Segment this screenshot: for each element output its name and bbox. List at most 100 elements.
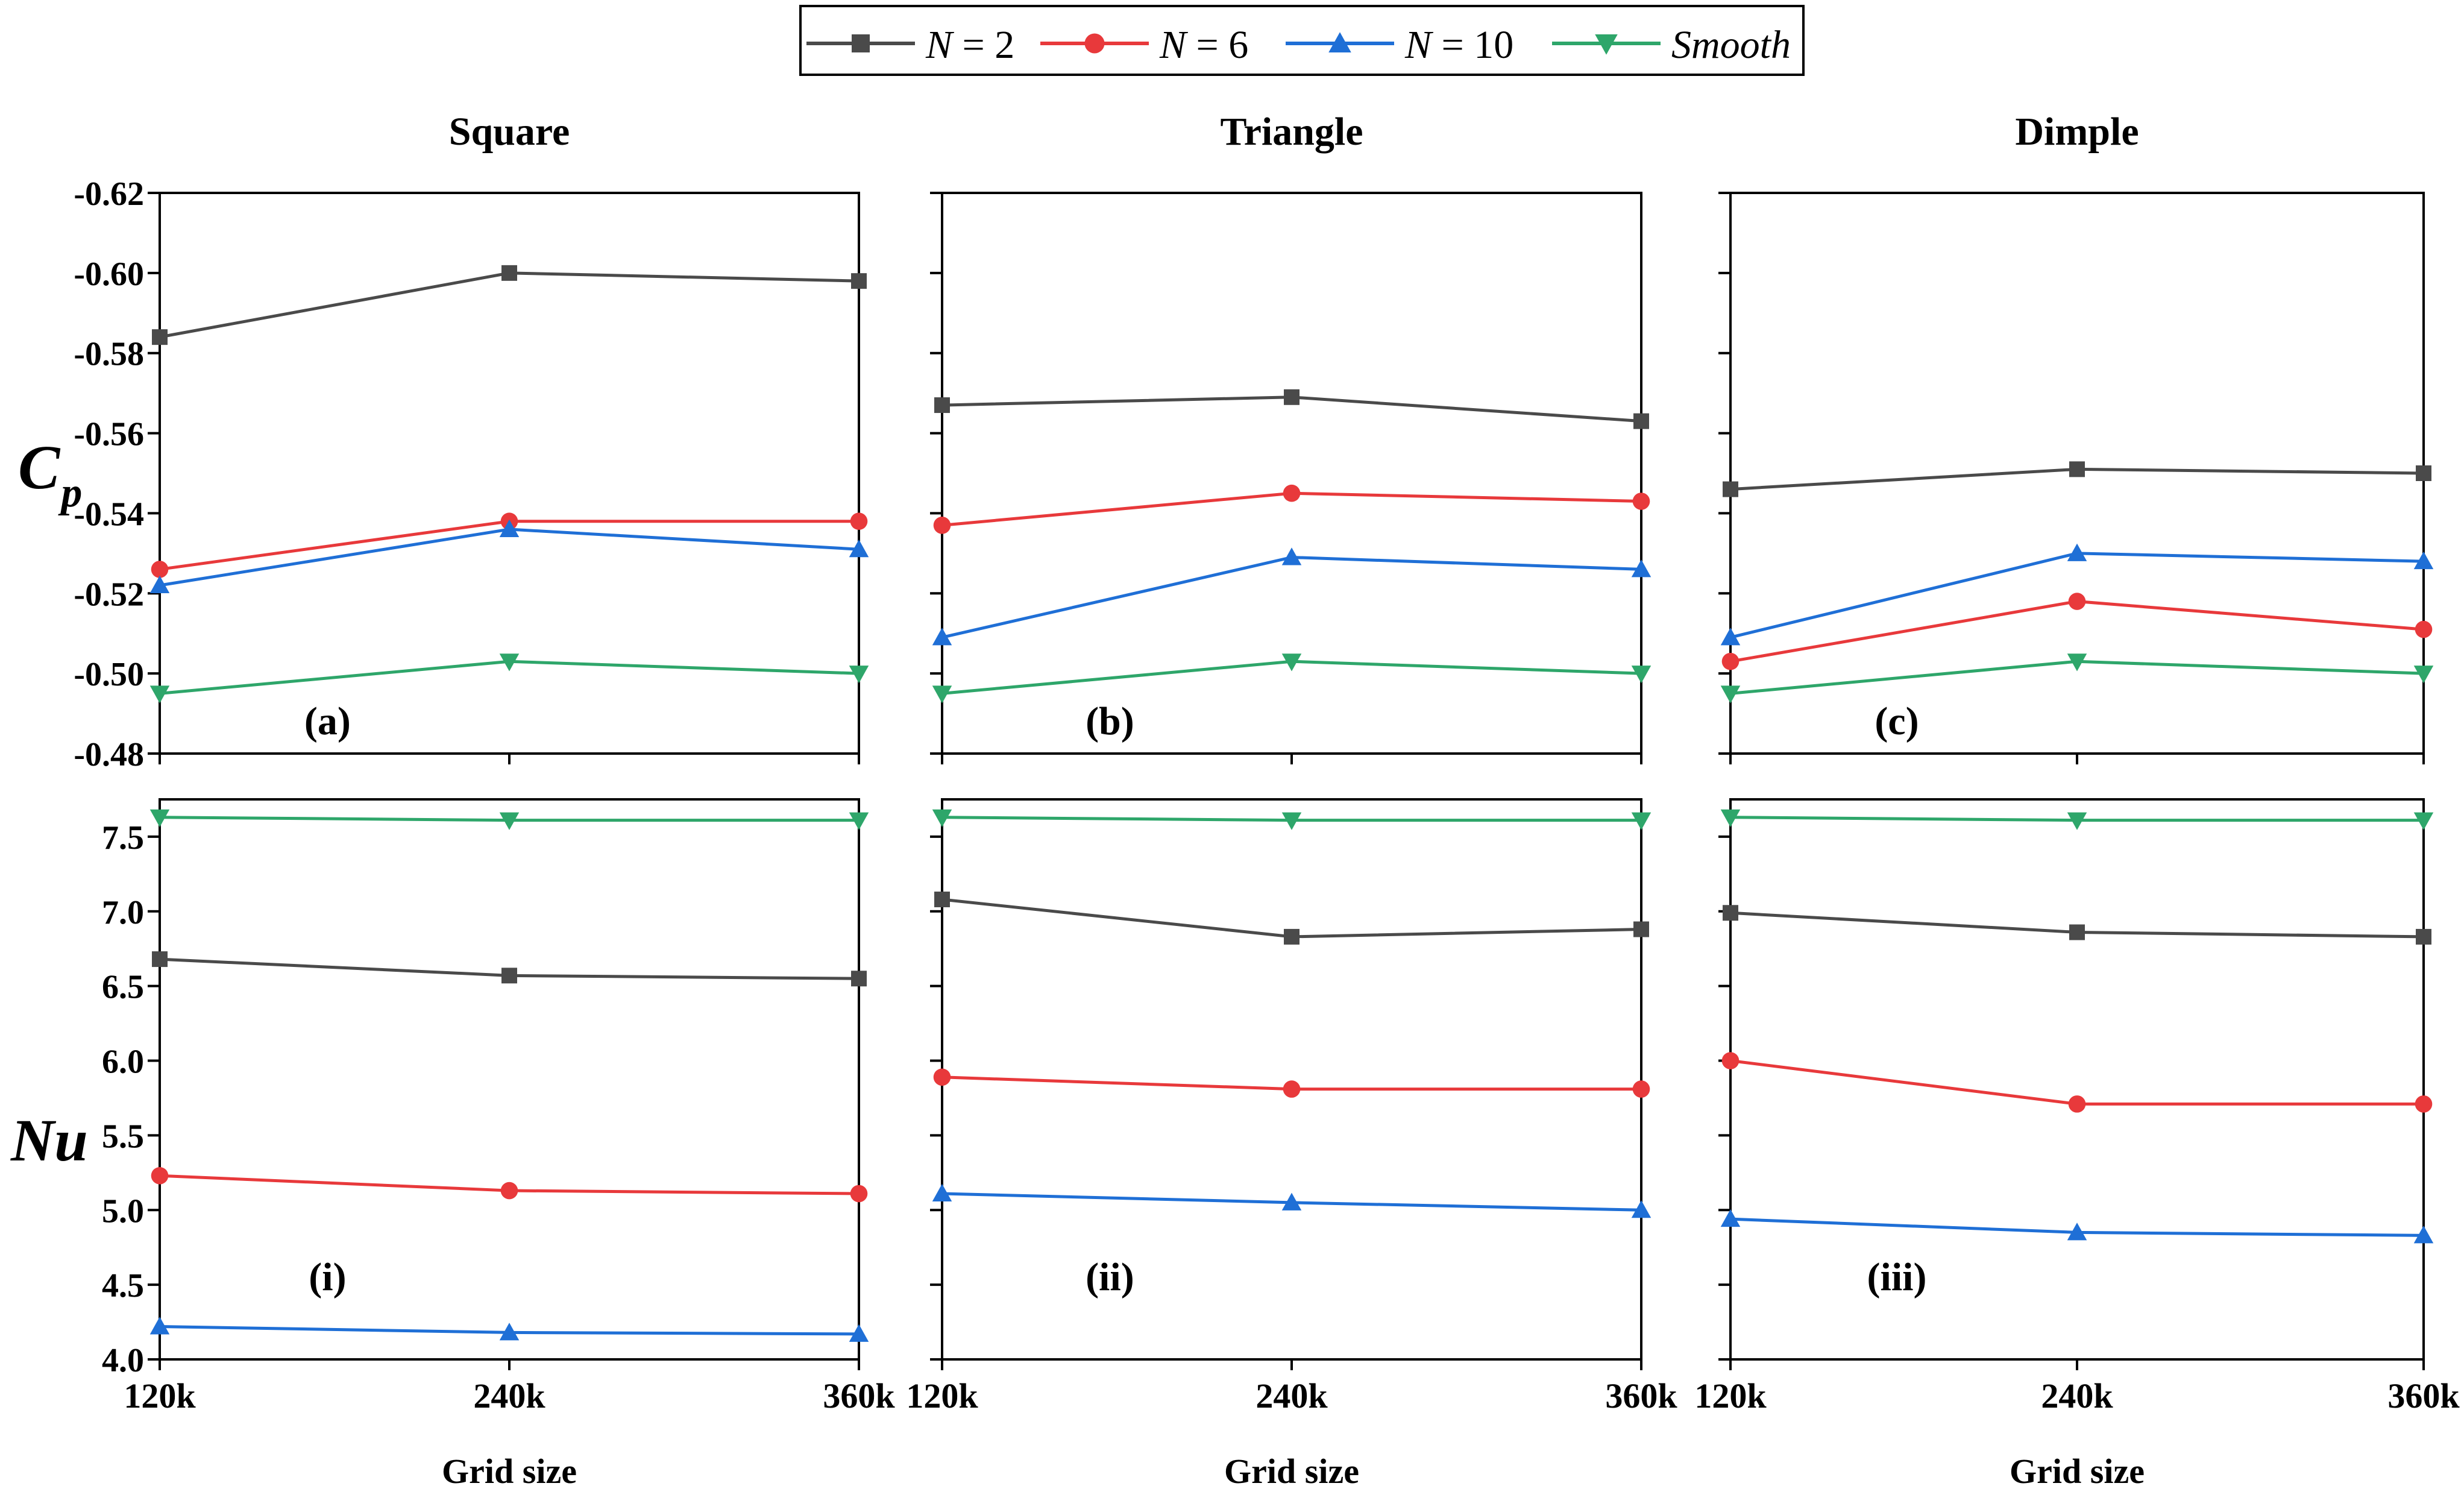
x-axis-title: Grid size (442, 1452, 577, 1489)
data-point-smooth (1281, 812, 1302, 830)
series-smooth (932, 809, 1652, 830)
data-point-smooth (1720, 809, 1741, 827)
x-tick-label: 360k (1605, 1376, 1677, 1415)
data-point-smooth (932, 685, 952, 704)
panel-label: (b) (1086, 699, 1134, 743)
legend-item-smooth: Smooth (1552, 23, 1791, 67)
plot-frame (159, 798, 860, 1361)
plot-frame (1729, 798, 2425, 1361)
panel-a: -0.62 -0.60 -0.58 -0.56 -0.54 -0.52 -0.50 -0.48… (74, 175, 869, 773)
x-tick-label: 360k (2387, 1376, 2460, 1415)
data-point-n10 (2413, 551, 2434, 570)
y-tick-label: -0.56 (74, 416, 144, 453)
data-point-n10 (849, 539, 869, 558)
legend-label-main: N (925, 23, 955, 67)
legend-label-main: N (1159, 23, 1189, 67)
data-point-n2 (501, 968, 517, 984)
data-point-n10 (932, 628, 952, 646)
data-point-n2 (2416, 465, 2431, 481)
data-point-smooth (1631, 666, 1652, 684)
ylabel-cp-sub: p (58, 470, 82, 516)
panel-label: (ii) (1086, 1255, 1134, 1299)
series-line-n6 (1730, 600, 2424, 663)
data-point-n2 (152, 329, 168, 345)
data-point-n2 (1284, 928, 1300, 945)
y-tick-label: -0.58 (74, 336, 144, 373)
ylabel-cp: Cp (18, 433, 82, 516)
legend-label-n6: N = 6 (1159, 23, 1248, 67)
column-title-triangle: Triangle (1220, 110, 1363, 154)
data-point-n6 (1283, 1080, 1301, 1098)
data-point-smooth (149, 809, 170, 827)
data-point-n2 (2069, 461, 2085, 477)
data-point-n2 (1723, 905, 1738, 921)
legend-label-suffix: = 2 (952, 23, 1014, 67)
panel-c: (c) (1718, 192, 2434, 764)
panel-ii: 120k 240k 360k Grid size (ii) (906, 798, 1677, 1489)
data-point-n2 (1633, 921, 1649, 937)
series-n10 (1720, 543, 2434, 646)
y-tick-label: 7.5 (102, 819, 144, 857)
y-tick-label: 5.5 (102, 1118, 144, 1155)
data-point-n10 (499, 519, 520, 537)
x-axis-title: Grid size (2010, 1452, 2145, 1489)
column-title-dimple: Dimple (2015, 110, 2139, 154)
legend-label-suffix: = 6 (1186, 23, 1248, 67)
panel-label: (c) (1875, 699, 1919, 743)
y-tick-label: -0.48 (74, 736, 144, 773)
data-point-n10 (1631, 559, 1652, 578)
data-point-n2 (1723, 481, 1738, 497)
data-point-n2 (934, 891, 950, 907)
data-point-n10 (849, 1324, 869, 1342)
column-titles: Square Triangle Dimple (449, 110, 2139, 154)
data-point-smooth (932, 809, 952, 827)
y-tick-label: -0.54 (74, 496, 144, 533)
y-tick-label: -0.62 (74, 175, 144, 213)
x-tick-label: 360k (823, 1376, 895, 1415)
legend-label-smooth: Smooth (1671, 23, 1791, 67)
y-tick-label: 6.5 (102, 969, 144, 1006)
series-n6 (933, 1068, 1650, 1098)
data-point-n10 (1281, 547, 1302, 565)
legend-marker-n10 (1328, 32, 1351, 52)
data-point-n10 (499, 1323, 520, 1341)
data-point-n6 (1632, 493, 1650, 510)
data-point-smooth (499, 653, 520, 672)
data-point-n2 (2416, 928, 2431, 945)
data-point-n6 (850, 512, 868, 530)
series-n2 (1723, 461, 2431, 497)
series-n10 (149, 519, 869, 593)
series-smooth (932, 653, 1652, 704)
panel-label: (a) (304, 699, 351, 743)
data-point-n10 (1631, 1200, 1652, 1218)
y-tick-label: 7.0 (102, 894, 144, 931)
panel-iii: 120k 240k 360k Grid size (iii) (1694, 798, 2460, 1489)
series-smooth (149, 809, 869, 830)
series-n10 (932, 1183, 1652, 1218)
legend-label-n10: N = 10 (1404, 23, 1513, 67)
data-point-n6 (933, 1068, 951, 1086)
series-n6 (933, 484, 1650, 534)
series-n6 (1721, 1052, 2433, 1113)
column-title-square: Square (449, 110, 570, 154)
x-tick-label: 120k (1694, 1376, 1767, 1415)
panel-label: (i) (309, 1255, 346, 1299)
series-smooth (149, 653, 869, 704)
y-tick-label: 4.0 (102, 1342, 144, 1379)
ylabel-nu: Nu (10, 1107, 88, 1174)
y-tick-label: -0.60 (74, 256, 144, 293)
data-point-n6 (2068, 1095, 2086, 1113)
series-n2 (152, 265, 867, 345)
y-tick-label: 4.5 (102, 1267, 144, 1305)
data-point-n6 (151, 1166, 169, 1185)
x-axis-title: Grid size (1224, 1452, 1359, 1489)
data-point-smooth (1281, 653, 1302, 672)
data-point-n10 (1281, 1192, 1302, 1210)
row-labels: Cp Nu (10, 433, 88, 1174)
panel-i: 4.0 4.5 5.0 5.5 6.0 6.5 7.0 7.5 120k 240k 360k Grid… (102, 798, 895, 1489)
data-point-n6 (2415, 620, 2433, 638)
x-tick-label: 120k (906, 1376, 978, 1415)
y-tick-label: 6.0 (102, 1044, 144, 1081)
series-n2 (152, 951, 867, 987)
